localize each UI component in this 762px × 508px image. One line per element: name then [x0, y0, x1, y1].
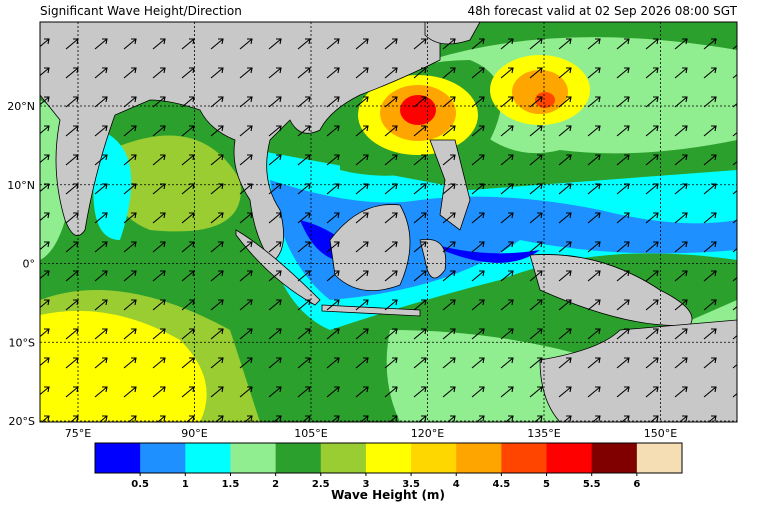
colorbar-tick-label: 4.5 — [493, 479, 511, 490]
colorbar-tick-label: 0.5 — [131, 479, 149, 490]
map-subtitle: 48h forecast valid at 02 Sep 2026 08:00 … — [467, 4, 737, 18]
colorbar-swatch — [320, 443, 367, 473]
colorbar-tick-label: 3 — [362, 479, 369, 490]
lat-label: 10°S — [9, 336, 35, 349]
colorbar-swatch — [365, 443, 412, 473]
colorbar-swatch — [456, 443, 502, 473]
lon-label: 90°E — [181, 427, 207, 440]
wave-direction-arrows — [40, 22, 737, 422]
colorbar-tick-label: 2.5 — [312, 479, 330, 490]
colorbar-swatch — [275, 443, 322, 473]
lat-label: 10°N — [7, 179, 35, 192]
colorbar-swatch — [411, 443, 457, 473]
colorbar-swatch — [591, 443, 638, 473]
colorbar-swatch — [95, 443, 141, 473]
lon-label: 105°E — [294, 427, 327, 440]
lat-label: 20°N — [7, 100, 35, 113]
colorbar-swatch — [546, 443, 593, 473]
map-frame — [39, 21, 738, 423]
colorbar-tick-label: 1 — [182, 479, 189, 490]
lon-label: 75°E — [65, 427, 91, 440]
colorbar-label: Wave Height (m) — [331, 488, 445, 502]
colorbar-tick-label: 5.5 — [583, 479, 601, 490]
map-area — [40, 22, 737, 422]
colorbar-frame — [94, 442, 683, 474]
lat-label: 0° — [23, 258, 36, 271]
graticule — [40, 22, 737, 422]
lon-label: 150°E — [644, 427, 677, 440]
lon-label: 120°E — [411, 427, 444, 440]
colorbar-swatch — [140, 443, 186, 473]
colorbar-tick-label: 5 — [543, 479, 550, 490]
colorbar-swatch — [230, 443, 277, 473]
colorbar-swatch — [501, 443, 548, 473]
colorbar-swatch — [185, 443, 231, 473]
colorbar-tick-label: 3.5 — [402, 479, 420, 490]
colorbar-tick-label: 4 — [453, 479, 460, 490]
lat-label: 20°S — [9, 415, 35, 428]
colorbar-tick-label: 2 — [272, 479, 279, 490]
colorbar-tick-label: 1.5 — [222, 479, 240, 490]
colorbar-swatch — [636, 443, 683, 473]
lon-label: 135°E — [527, 427, 560, 440]
map-title: Significant Wave Height/Direction — [40, 4, 242, 18]
colorbar-tick-label: 6 — [633, 479, 640, 490]
